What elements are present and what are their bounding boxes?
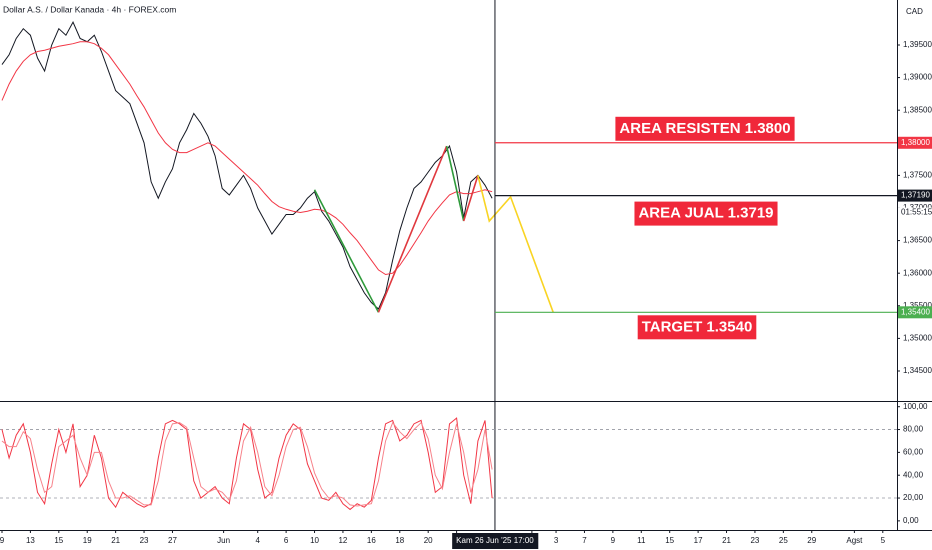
- x-tick-label: 9: [0, 536, 5, 545]
- y-tick-label: 1,36500: [903, 236, 932, 245]
- series-line: [1, 21, 493, 310]
- callout-box: [615, 116, 795, 141]
- series-line: [1, 41, 493, 276]
- x-tick-label: 25: [779, 536, 788, 545]
- level-axis-label: 1,37190: [901, 191, 930, 200]
- x-tick-label: 23: [140, 536, 149, 545]
- x-tick-label: 20: [424, 536, 433, 545]
- x-tick-label: Agst: [846, 536, 863, 545]
- x-tick-label: 13: [26, 536, 35, 545]
- y-tick-label: 80,00: [903, 425, 924, 434]
- currency: CAD: [906, 7, 923, 16]
- x-tick-label: 9: [611, 536, 616, 545]
- x-tick-label: 10: [310, 536, 319, 545]
- x-tick-label: 23: [750, 536, 759, 545]
- x-tick-label: 12: [338, 536, 347, 545]
- x-tick-label: 27: [168, 536, 177, 545]
- trend-drawing: [377, 145, 448, 313]
- x-tick-label: 15: [665, 536, 674, 545]
- cursor-label-box: [452, 533, 539, 549]
- level-axis-label: 1,35400: [901, 307, 930, 316]
- level-axis-box: [898, 136, 932, 149]
- y-tick-label: 1,38500: [903, 105, 932, 114]
- y-tick-label: 1,35000: [903, 333, 932, 342]
- y-tick-label: 100,00: [903, 402, 928, 411]
- callout-box: [634, 201, 778, 226]
- trend-drawing: [462, 175, 479, 222]
- level-axis-box: [898, 306, 932, 319]
- x-tick-label: 17: [694, 536, 703, 545]
- y-tick-label: 1,34500: [903, 366, 932, 375]
- x-tick-label: 15: [54, 536, 63, 545]
- y-tick-label: 1,39500: [903, 40, 932, 49]
- x-tick-label: 21: [111, 536, 120, 545]
- y-tick-label: 1,37000: [903, 203, 932, 212]
- x-tick-label: 18: [395, 536, 404, 545]
- callout-text: AREA RESISTEN 1.3800: [619, 120, 790, 137]
- x-tick-label: 11: [637, 536, 646, 545]
- cursor-label: Kam 26 Jun '25 17:00: [456, 536, 534, 545]
- x-tick-label: Jun: [217, 536, 230, 545]
- y-tick-label: 1,36000: [903, 268, 932, 277]
- y-tick-label: 1,39000: [903, 73, 932, 82]
- x-tick-label: 19: [83, 536, 92, 545]
- level-axis-label: 1,38000: [901, 138, 930, 147]
- x-tick-label: 29: [807, 536, 816, 545]
- trend-drawing: [313, 189, 380, 313]
- chart-title: Dollar A.S. / Dollar Kanada · 4h · FOREX…: [3, 4, 176, 14]
- y-tick-label: 20,00: [903, 493, 924, 502]
- y-tick-label: 40,00: [903, 470, 924, 479]
- x-tick-label: 5: [881, 536, 886, 545]
- series-line: [1, 417, 493, 511]
- countdown: 01:55:15: [901, 208, 932, 217]
- level-axis-box: [898, 189, 932, 202]
- callout-box: [637, 315, 757, 340]
- countdown-box: [898, 207, 932, 218]
- y-tick-label: 60,00: [903, 447, 924, 456]
- trend-drawing: [445, 145, 465, 222]
- y-tick-label: 1,37500: [903, 170, 932, 179]
- y-tick-label: 0,00: [903, 516, 919, 525]
- callout-text: AREA JUAL 1.3719: [638, 205, 773, 222]
- x-tick-label: 21: [722, 536, 731, 545]
- x-tick-label: 16: [367, 536, 376, 545]
- x-tick-label: 7: [582, 536, 587, 545]
- series-line: [1, 421, 493, 507]
- x-tick-label: 6: [284, 536, 289, 545]
- callout-text: TARGET 1.3540: [642, 318, 753, 335]
- x-tick-label: 4: [255, 536, 260, 545]
- trend-drawing: [477, 175, 554, 313]
- x-tick-label: 3: [554, 536, 559, 545]
- y-tick-label: 1,35500: [903, 301, 932, 310]
